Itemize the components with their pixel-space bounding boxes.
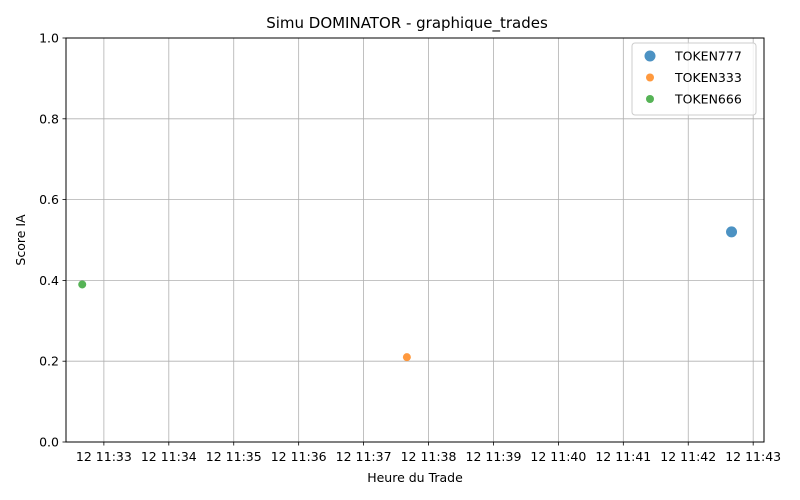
x-tick-label: 12 11:42 <box>660 449 716 464</box>
x-axis: 12 11:33 12 11:34 12 11:35 12 11:36 12 11:37… <box>76 442 781 464</box>
x-tick-label: 12 11:34 <box>141 449 197 464</box>
legend-label: TOKEN777 <box>674 49 742 64</box>
x-tick-label: 12 11:40 <box>530 449 586 464</box>
y-tick-label: 0.8 <box>39 111 59 126</box>
x-axis-title: Heure du Trade <box>367 470 463 485</box>
x-tick-label: 12 11:38 <box>401 449 457 464</box>
legend-marker <box>644 50 656 62</box>
legend-box <box>631 42 757 116</box>
x-tick-label: 12 11:36 <box>271 449 327 464</box>
y-axis-title: Score IA <box>13 214 28 266</box>
y-tick-label: 1.0 <box>39 31 59 46</box>
x-tick-label: 12 11:41 <box>595 449 651 464</box>
y-tick-label: 0.2 <box>39 354 59 369</box>
legend-label: TOKEN666 <box>674 92 742 107</box>
x-tick-label: 12 11:43 <box>725 449 781 464</box>
data-point-token777 <box>726 226 738 238</box>
x-tick-label: 12 11:37 <box>336 449 392 464</box>
x-tick-label: 12 11:33 <box>76 449 132 464</box>
y-tick-label: 0.4 <box>39 273 59 288</box>
legend-label: TOKEN333 <box>674 70 742 85</box>
data-point-token333 <box>402 353 411 362</box>
y-axis: 0.0 0.2 0.4 0.6 0.8 1.0 <box>39 31 66 450</box>
legend: TOKEN777 TOKEN333 TOKEN666 <box>631 42 757 116</box>
y-tick-label: 0.0 <box>39 435 59 450</box>
plot-frame <box>65 37 765 443</box>
data-point-token666 <box>78 280 87 289</box>
x-tick-label: 12 11:35 <box>206 449 262 464</box>
y-tick-label: 0.6 <box>39 192 59 207</box>
chart-title: Simu DOMINATOR - graphique_trades <box>266 14 548 33</box>
data-points <box>78 226 738 362</box>
legend-marker <box>646 73 654 82</box>
legend-marker <box>646 95 654 103</box>
x-tick-label: 12 11:39 <box>466 449 522 464</box>
